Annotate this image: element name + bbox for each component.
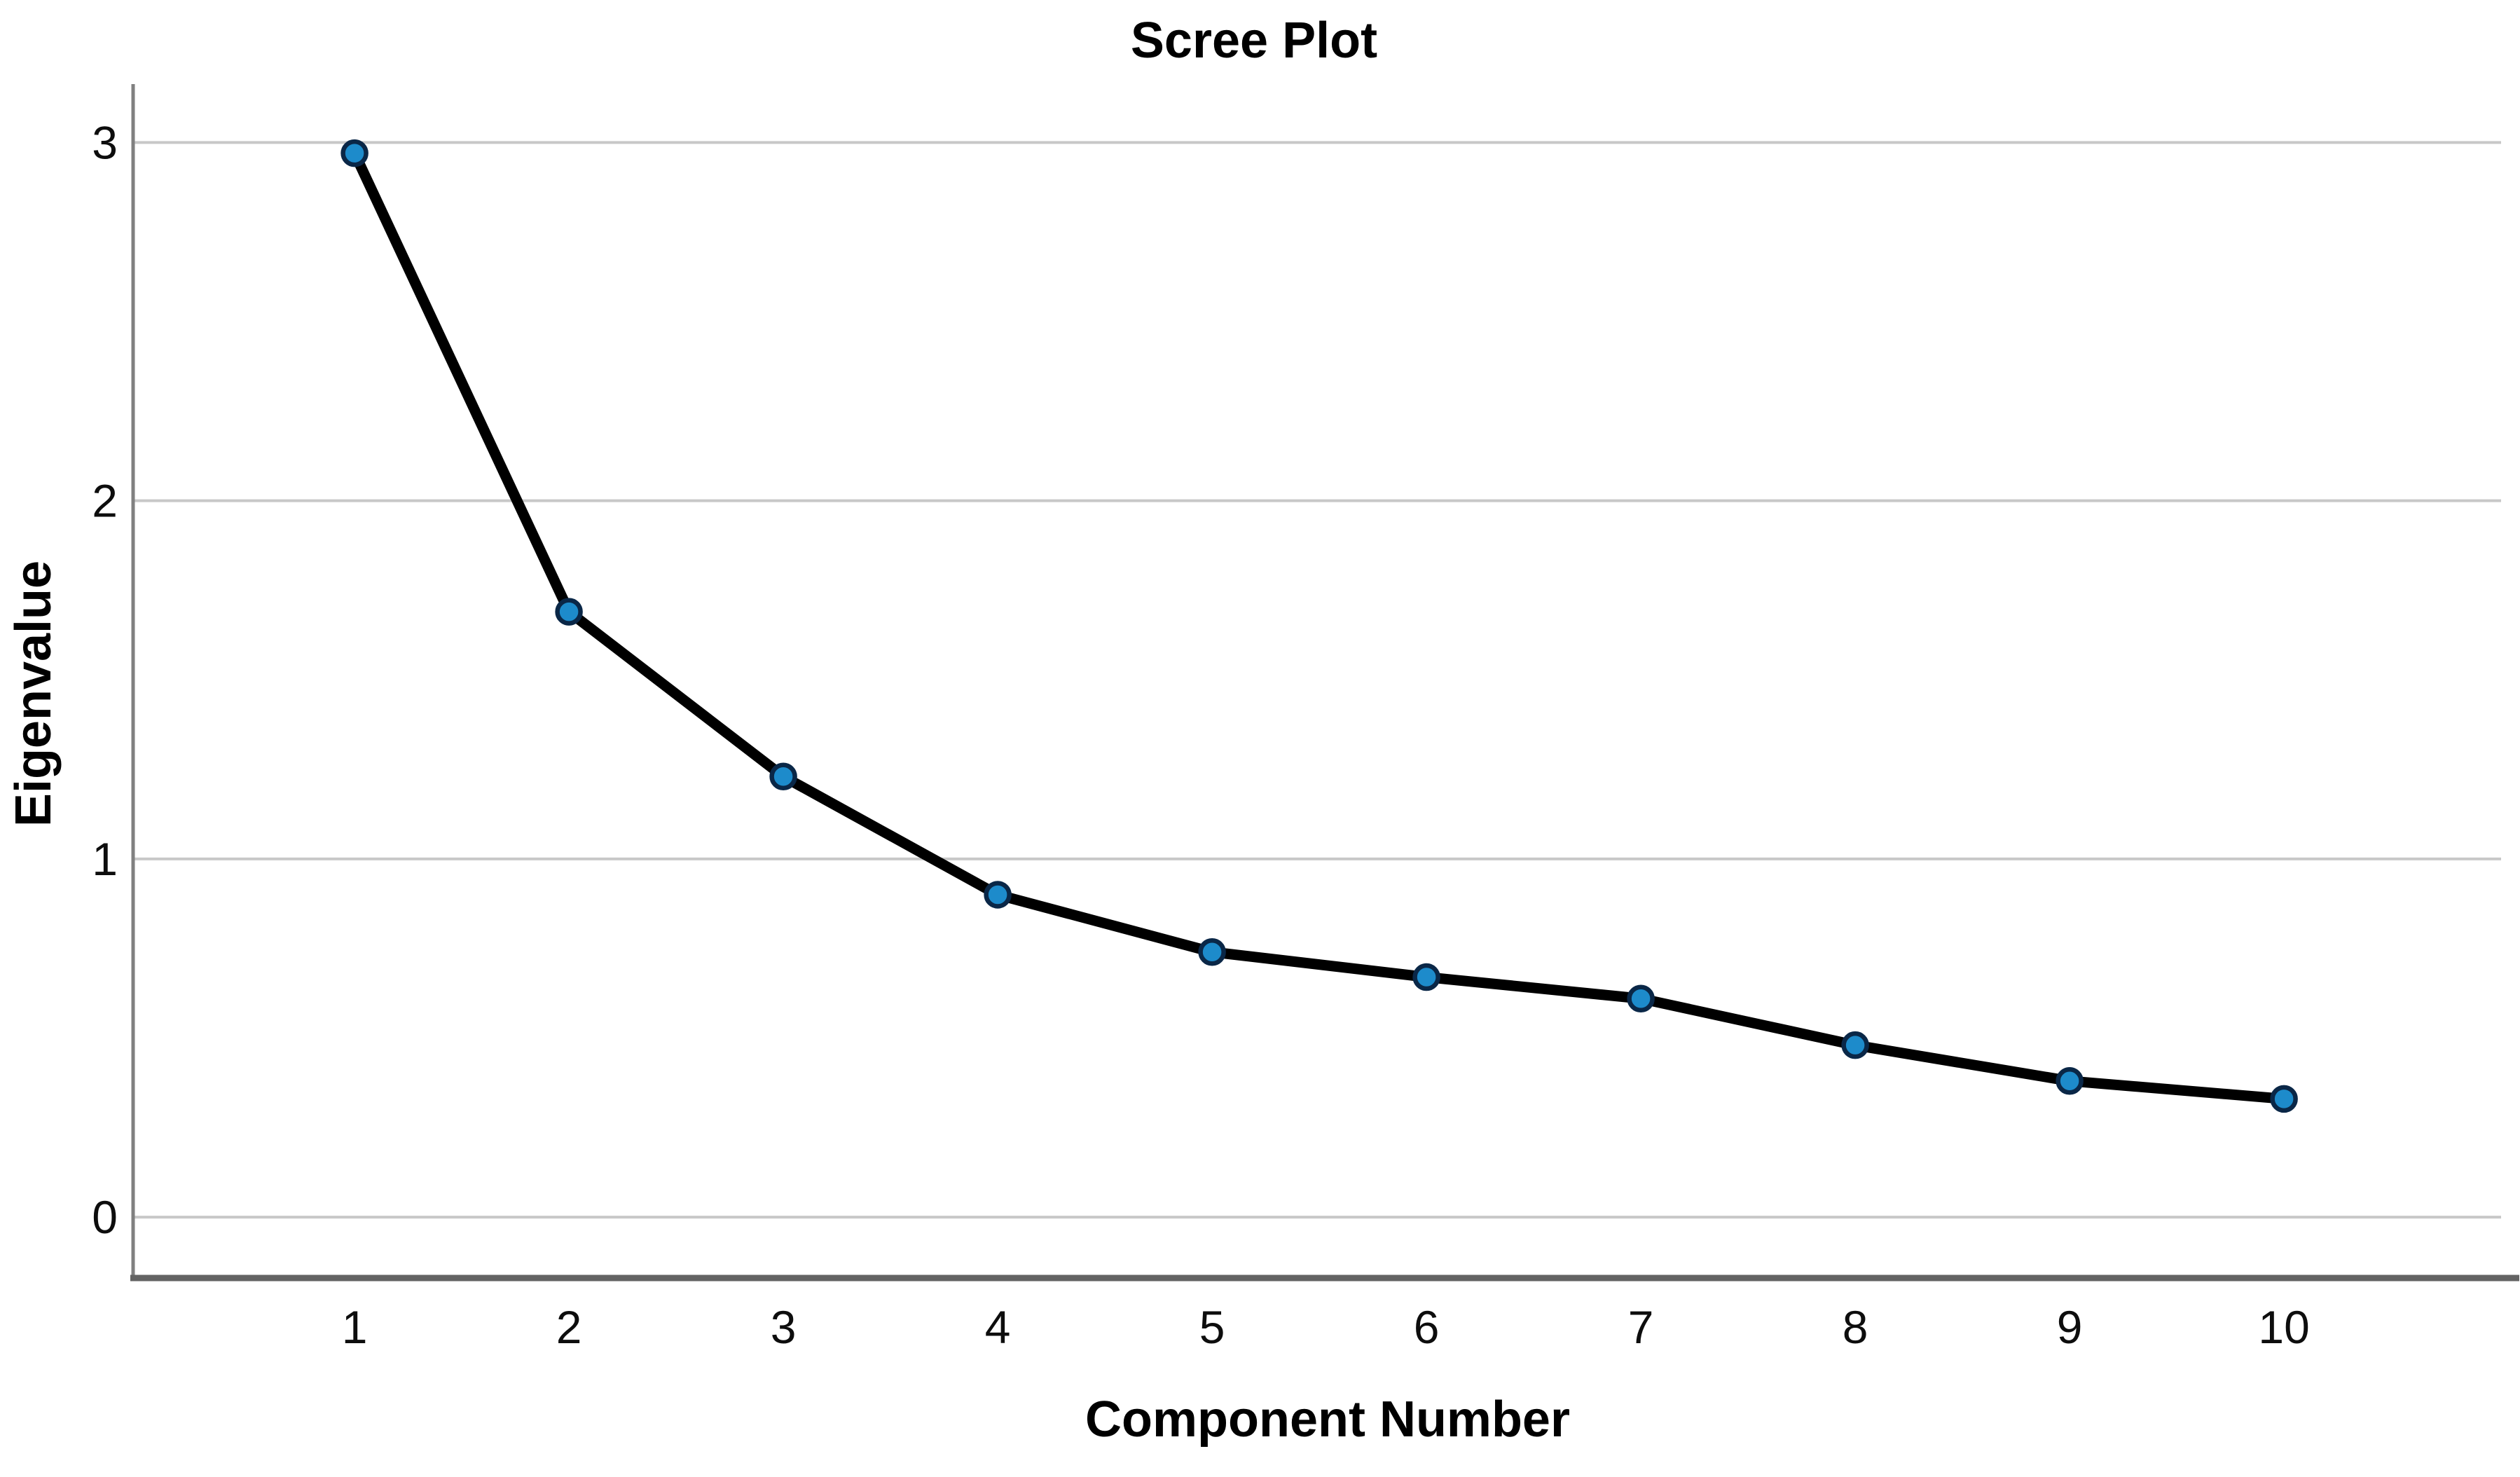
- gridlines: [133, 141, 2501, 1219]
- data-point-marker: [555, 598, 583, 626]
- data-point-marker: [1198, 938, 1226, 966]
- x-tick-label: 10: [2258, 1301, 2309, 1353]
- data-point-marker: [2270, 1085, 2298, 1113]
- x-tick-label: 2: [556, 1301, 582, 1353]
- y-axis-title: Eigenvalue: [6, 561, 62, 827]
- x-tick-label: 8: [1843, 1301, 1868, 1353]
- data-point-marker: [1841, 1031, 1869, 1059]
- x-tick-label: 4: [985, 1301, 1011, 1353]
- y-tick-label: 2: [92, 475, 118, 527]
- axes: [130, 84, 2519, 1282]
- x-tick-label: 9: [2057, 1301, 2083, 1353]
- x-tick-label: 3: [771, 1301, 797, 1353]
- x-axis-title: Component Number: [1085, 1392, 1570, 1448]
- data-point-marker: [2056, 1067, 2084, 1095]
- x-tick-label: 7: [1628, 1301, 1654, 1353]
- y-tick-label: 3: [92, 116, 118, 168]
- y-tick-label: 1: [92, 833, 118, 885]
- x-tick-label: 5: [1199, 1301, 1225, 1353]
- data-point-marker: [984, 881, 1012, 909]
- data-point-marker: [1627, 984, 1655, 1012]
- y-tick-label: 0: [92, 1191, 118, 1243]
- data-series: [340, 139, 2298, 1113]
- x-tick-label: 1: [342, 1301, 368, 1353]
- series-line: [349, 148, 2290, 1104]
- tick-labels: 0 1 2 3 1 2 3 4 5 6 7 8 9 10: [92, 116, 2310, 1353]
- data-point-marker: [1412, 963, 1440, 991]
- data-point-marker: [769, 762, 797, 790]
- chart-title: Scree Plot: [1131, 13, 1377, 69]
- x-tick-label: 6: [1414, 1301, 1440, 1353]
- data-point-marker: [340, 139, 369, 167]
